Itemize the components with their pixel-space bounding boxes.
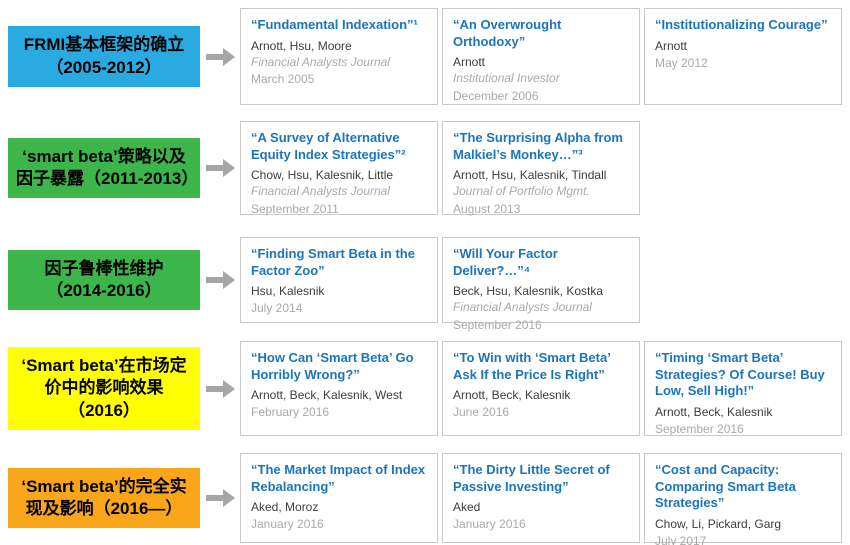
paper-date: March 2005 xyxy=(251,72,315,86)
paper-title: “The Dirty Little Secret of Passive Inve… xyxy=(453,462,610,494)
paper-authors: Arnott xyxy=(655,38,688,53)
paper-authors: Arnott, Hsu, Moore xyxy=(251,38,352,53)
phase-label: FRMI基本框架的确立（2005-2012） xyxy=(23,35,185,77)
timeline-row: ‘Smart beta’在市场定价中的影响效果（2016） “How Can ‘… xyxy=(8,341,842,436)
paper-title: “To Win with ‘Smart Beta’ Ask If the Pri… xyxy=(453,350,611,382)
right-arrow-icon xyxy=(200,47,240,66)
timeline-row: FRMI基本框架的确立（2005-2012） “Fundamental Inde… xyxy=(8,8,842,105)
paper-card: “Institutionalizing Courage” Arnott May … xyxy=(644,8,842,105)
paper-authors: Arnott, Hsu, Kalesnik, Tindall xyxy=(453,168,607,183)
phase-box-frmi-framework: FRMI基本框架的确立（2005-2012） xyxy=(8,26,200,87)
paper-authors: Hsu, Kalesnik xyxy=(251,284,325,299)
paper-card: “A Survey of Alternative Equity Index St… xyxy=(240,121,438,216)
paper-card: “The Market Impact of Index Rebalancing”… xyxy=(240,453,438,543)
paper-card: “To Win with ‘Smart Beta’ Ask If the Pri… xyxy=(442,341,640,436)
paper-card-group: “Finding Smart Beta in the Factor Zoo” H… xyxy=(240,237,842,332)
paper-authors: Arnott, Beck, Kalesnik, West xyxy=(251,388,403,403)
paper-authors: Chow, Hsu, Kalesnik, Little xyxy=(251,168,394,183)
paper-title: “Institutionalizing Courage” xyxy=(655,17,828,32)
paper-authors: Arnott, Beck, Kalesnik xyxy=(655,404,773,419)
paper-card: “Finding Smart Beta in the Factor Zoo” H… xyxy=(240,237,438,323)
paper-card: “The Surprising Alpha from Malkiel’s Mon… xyxy=(442,121,640,216)
timeline-row: ‘Smart beta’的完全实现及影响（2016—） “The Market … xyxy=(8,453,842,545)
phase-box-factor-robustness: 因子鲁棒性维护（2014-2016） xyxy=(8,249,200,311)
paper-title: “The Surprising Alpha from Malkiel’s Mon… xyxy=(453,130,623,162)
paper-date: January 2016 xyxy=(453,517,526,532)
paper-date: June 2016 xyxy=(453,405,510,420)
paper-date: September 2016 xyxy=(453,317,542,332)
paper-card-group: “A Survey of Alternative Equity Index St… xyxy=(240,121,842,216)
paper-date: December 2006 xyxy=(453,88,539,103)
paper-title: “Will Your Factor Deliver?…”⁴ xyxy=(453,246,558,278)
right-arrow-icon xyxy=(200,489,240,507)
paper-title: “Fundamental Indexation”¹ xyxy=(251,17,418,32)
paper-authors: Aked, Moroz xyxy=(251,500,319,515)
paper-title: “A Survey of Alternative Equity Index St… xyxy=(251,130,406,162)
paper-date: July 2017 xyxy=(655,534,707,545)
phase-label: ‘Smart beta’在市场定价中的影响效果（2016） xyxy=(21,355,187,420)
paper-journal: Journal of Portfolio Mgmt. xyxy=(453,184,590,199)
paper-card-group: “Fundamental Indexation”¹ Arnott, Hsu, M… xyxy=(240,8,842,105)
paper-authors: Aked xyxy=(453,500,481,515)
paper-journal: Financial Analysts Journal xyxy=(251,184,390,199)
paper-authors: Beck, Hsu, Kalesnik, Kostka xyxy=(453,284,604,299)
paper-card-group: “How Can ‘Smart Beta’ Go Horribly Wrong?… xyxy=(240,341,842,436)
paper-card: “An Overwrought Orthodoxy” Arnott Instit… xyxy=(442,8,640,105)
paper-title: “Timing ‘Smart Beta’ Strategies? Of Cour… xyxy=(655,350,825,399)
paper-card: “Cost and Capacity: Comparing Smart Beta… xyxy=(644,453,842,545)
right-arrow-icon xyxy=(200,271,240,289)
phase-box-smart-beta-factor-exposure: ‘smart beta’策略以及因子暴露（2011-2013） xyxy=(8,137,200,199)
phase-box-market-pricing-impact: ‘Smart beta’在市场定价中的影响效果（2016） xyxy=(8,346,200,431)
paper-authors: Arnott xyxy=(453,55,486,70)
paper-card: “Fundamental Indexation”¹ Arnott, Hsu, M… xyxy=(240,8,438,105)
phase-label: ‘smart beta’策略以及因子暴露（2011-2013） xyxy=(16,146,199,188)
timeline-row: ‘smart beta’策略以及因子暴露（2011-2013） “A Surve… xyxy=(8,121,842,216)
paper-journal: Institutional Investor xyxy=(453,71,560,86)
right-arrow-icon xyxy=(200,159,240,177)
paper-card: “Timing ‘Smart Beta’ Strategies? Of Cour… xyxy=(644,341,842,436)
paper-card-group: “The Market Impact of Index Rebalancing”… xyxy=(240,453,842,545)
paper-card: “The Dirty Little Secret of Passive Inve… xyxy=(442,453,640,543)
paper-date: January 2016 xyxy=(251,517,324,532)
paper-date: February 2016 xyxy=(251,405,330,420)
phase-label: 因子鲁棒性维护（2014-2016） xyxy=(44,258,164,300)
paper-journal: Financial Analysts Journal xyxy=(453,300,592,315)
paper-journal: Financial Analysts Journal xyxy=(251,54,390,69)
paper-date: July 2014 xyxy=(251,301,303,316)
paper-authors: Chow, Li, Pickard, Garg xyxy=(655,516,782,531)
paper-title: “An Overwrought Orthodoxy” xyxy=(453,17,562,49)
paper-title: “How Can ‘Smart Beta’ Go Horribly Wrong?… xyxy=(251,350,414,382)
paper-date: May 2012 xyxy=(655,55,708,70)
phase-box-full-implementation: ‘Smart beta’的完全实现及影响（2016—） xyxy=(8,467,200,529)
paper-title: “Finding Smart Beta in the Factor Zoo” xyxy=(251,246,415,278)
paper-date: September 2011 xyxy=(251,201,339,216)
paper-card: “Will Your Factor Deliver?…”⁴ Beck, Hsu,… xyxy=(442,237,640,332)
paper-title: “The Market Impact of Index Rebalancing” xyxy=(251,462,426,494)
right-arrow-icon xyxy=(200,379,240,398)
phase-label: ‘Smart beta’的完全实现及影响（2016—） xyxy=(21,476,187,518)
paper-title: “Cost and Capacity: Comparing Smart Beta… xyxy=(655,462,796,511)
paper-authors: Arnott, Beck, Kalesnik xyxy=(453,388,571,403)
paper-card: “How Can ‘Smart Beta’ Go Horribly Wrong?… xyxy=(240,341,438,436)
timeline-row: 因子鲁棒性维护（2014-2016） “Finding Smart Beta i… xyxy=(8,237,842,332)
paper-date: September 2016 xyxy=(655,422,744,437)
paper-date: August 2013 xyxy=(453,201,521,216)
